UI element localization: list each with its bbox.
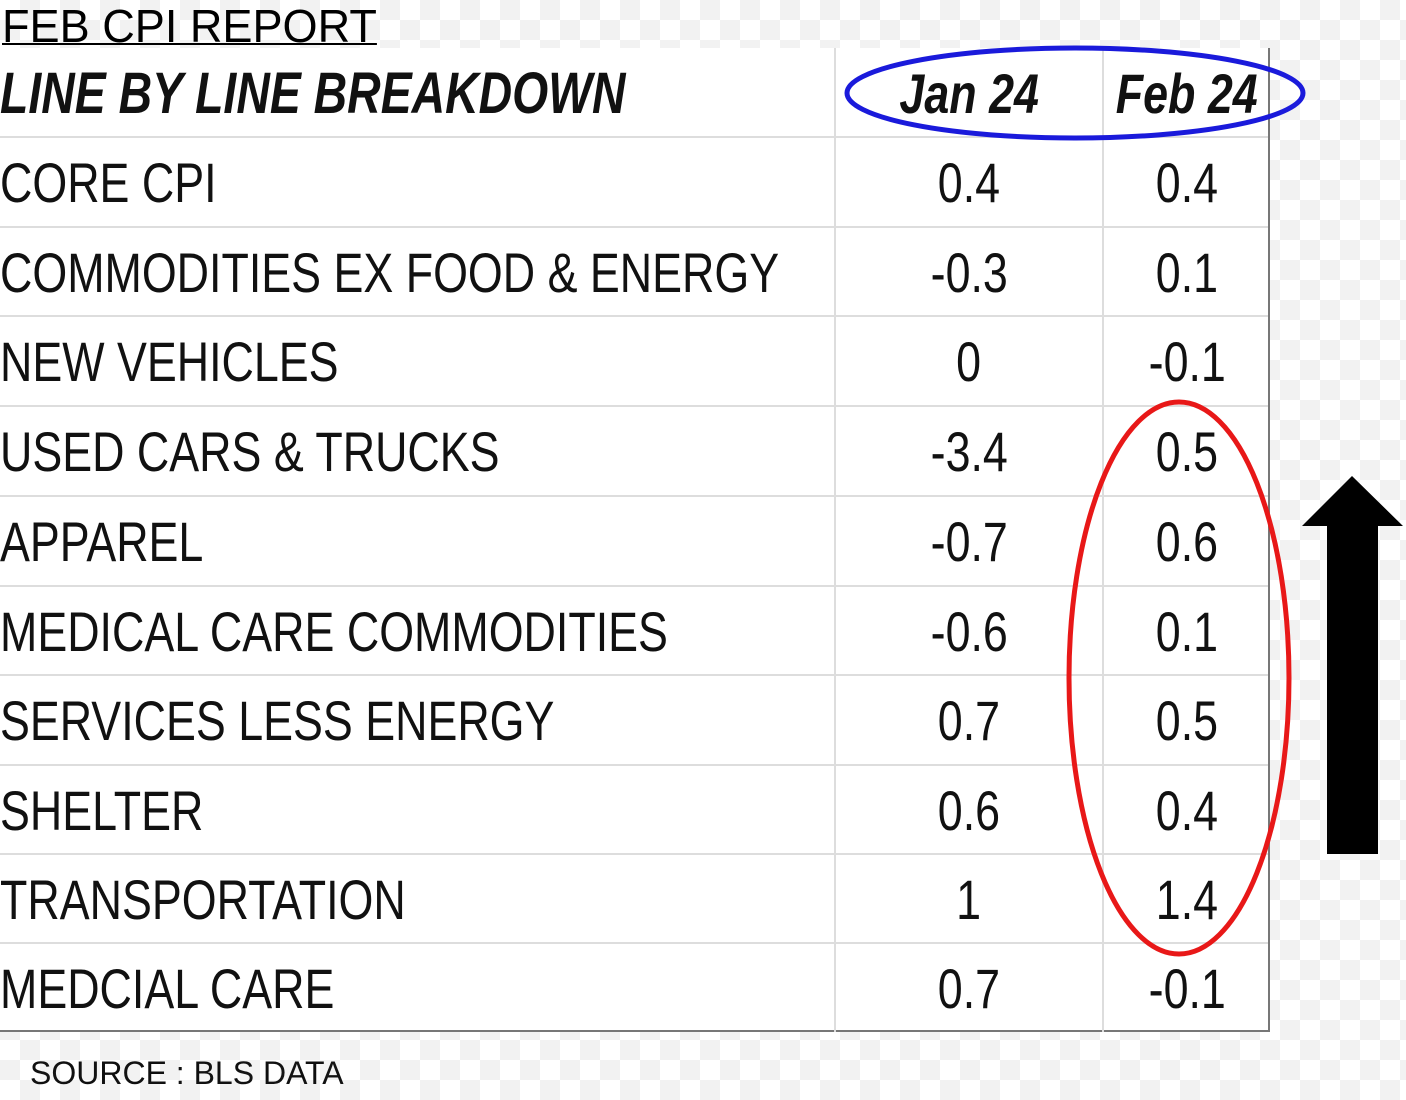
row-label-text: SERVICES LESS ENERGY [0, 688, 555, 752]
jan-value: -3.4 [834, 407, 1102, 495]
feb-value-text: 0.6 [1155, 509, 1219, 573]
row-label-text: TRANSPORTATION [0, 867, 406, 931]
up-arrow-icon [1302, 476, 1403, 854]
feb-value: 0.6 [1102, 497, 1270, 585]
source-note: SOURCE : BLS DATA [30, 1055, 344, 1091]
feb-value: -0.1 [1102, 944, 1270, 1032]
cpi-table: LINE BY LINE BREAKDOWN Jan 24 Feb 24 COR… [0, 48, 1270, 1032]
feb-value: 0.1 [1102, 587, 1270, 675]
jan-value-text: 0.7 [937, 688, 1001, 752]
jan-value: 0.4 [834, 138, 1102, 226]
table-header-row: LINE BY LINE BREAKDOWN Jan 24 Feb 24 [0, 48, 1268, 138]
row-label-text: USED CARS & TRUCKS [0, 419, 500, 483]
feb-value: 0.1 [1102, 228, 1270, 316]
feb-value-text: 0.1 [1155, 240, 1219, 304]
jan-value: 0.7 [834, 944, 1102, 1032]
jan-value: 0 [834, 317, 1102, 405]
table-row: COMMODITIES EX FOOD & ENERGY -0.3 0.1 [0, 226, 1268, 316]
feb-value-text: -0.1 [1148, 329, 1226, 393]
table-subtitle-text: LINE BY LINE BREAKDOWN [0, 60, 626, 126]
feb-value: 0.4 [1102, 766, 1270, 854]
column-header-jan: Jan 24 [834, 48, 1102, 138]
row-label: COMMODITIES EX FOOD & ENERGY [0, 228, 832, 316]
jan-value: 0.6 [834, 766, 1102, 854]
jan-value-text: 0 [956, 329, 982, 393]
row-label-text: SHELTER [0, 778, 204, 842]
row-label-text: MEDCIAL CARE [0, 956, 335, 1020]
row-label: MEDCIAL CARE [0, 944, 832, 1032]
jan-value: -0.6 [834, 587, 1102, 675]
table-subtitle: LINE BY LINE BREAKDOWN [0, 48, 832, 138]
feb-value: 1.4 [1102, 855, 1270, 943]
table-row: APPAREL -0.7 0.6 [0, 495, 1268, 585]
report-title: FEB CPI REPORT [2, 0, 377, 52]
feb-value: -0.1 [1102, 317, 1270, 405]
jan-value-text: 0.4 [937, 150, 1001, 214]
row-label: USED CARS & TRUCKS [0, 407, 832, 495]
row-label: CORE CPI [0, 138, 832, 226]
feb-value-text: -0.1 [1148, 956, 1226, 1020]
jan-value-text: -0.3 [930, 240, 1008, 304]
jan-value-text: -0.6 [930, 599, 1008, 663]
jan-value: 0.7 [834, 676, 1102, 764]
column-header-feb-text: Feb 24 [1116, 61, 1258, 125]
row-label-text: MEDICAL CARE COMMODITIES [0, 599, 668, 663]
column-header-jan-text: Jan 24 [899, 61, 1039, 125]
column-header-feb: Feb 24 [1102, 48, 1270, 138]
jan-value: -0.3 [834, 228, 1102, 316]
row-label-text: NEW VEHICLES [0, 329, 339, 393]
row-label-text: COMMODITIES EX FOOD & ENERGY [0, 240, 780, 304]
row-label: TRANSPORTATION [0, 855, 832, 943]
feb-value-text: 0.4 [1155, 150, 1219, 214]
feb-value-text: 0.5 [1155, 419, 1219, 483]
row-label: APPAREL [0, 497, 832, 585]
jan-value-text: 1 [956, 867, 982, 931]
table-row: TRANSPORTATION 1 1.4 [0, 853, 1268, 943]
table-row: SERVICES LESS ENERGY 0.7 0.5 [0, 674, 1268, 764]
table-row: MEDCIAL CARE 0.7 -0.1 [0, 942, 1268, 1032]
feb-value: 0.4 [1102, 138, 1270, 226]
feb-value: 0.5 [1102, 676, 1270, 764]
row-label-text: CORE CPI [0, 150, 217, 214]
table-row: NEW VEHICLES 0 -0.1 [0, 315, 1268, 405]
table-row: MEDICAL CARE COMMODITIES -0.6 0.1 [0, 585, 1268, 675]
jan-value-text: 0.7 [937, 956, 1001, 1020]
jan-value: 1 [834, 855, 1102, 943]
table-row: USED CARS & TRUCKS -3.4 0.5 [0, 405, 1268, 495]
feb-value-text: 0.5 [1155, 688, 1219, 752]
jan-value-text: -0.7 [930, 509, 1008, 573]
row-label: SERVICES LESS ENERGY [0, 676, 832, 764]
row-label-text: APPAREL [0, 509, 204, 573]
feb-value-text: 0.4 [1155, 778, 1219, 842]
row-label: SHELTER [0, 766, 832, 854]
feb-value: 0.5 [1102, 407, 1270, 495]
jan-value-text: -3.4 [930, 419, 1008, 483]
feb-value-text: 1.4 [1155, 867, 1219, 931]
row-label: NEW VEHICLES [0, 317, 832, 405]
table-row: CORE CPI 0.4 0.4 [0, 136, 1268, 226]
table-row: SHELTER 0.6 0.4 [0, 764, 1268, 854]
row-label: MEDICAL CARE COMMODITIES [0, 587, 832, 675]
feb-value-text: 0.1 [1155, 599, 1219, 663]
jan-value: -0.7 [834, 497, 1102, 585]
jan-value-text: 0.6 [937, 778, 1001, 842]
